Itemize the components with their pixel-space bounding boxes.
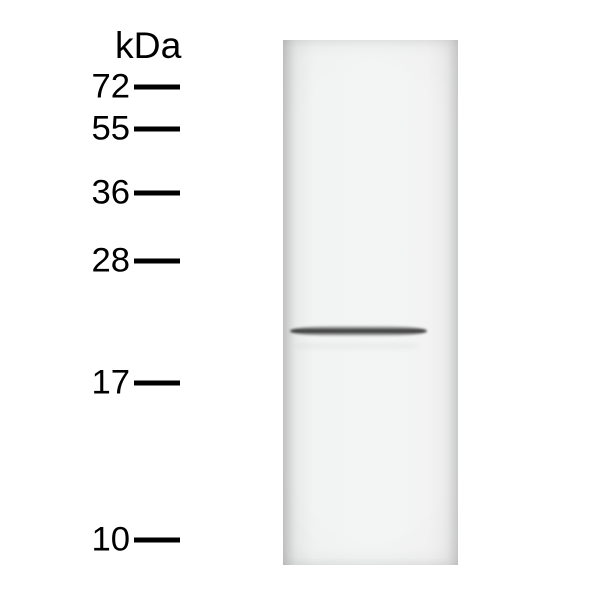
mw-marker-tick <box>134 538 180 543</box>
western-blot-figure: kDa 7255 36 28 17 10 <box>0 0 600 600</box>
mw-marker-tick <box>134 381 180 386</box>
mw-marker-label: 55 <box>91 110 130 149</box>
mw-marker-tick <box>134 127 180 132</box>
mw-marker-label: 28 <box>91 242 130 281</box>
mw-marker-tick <box>134 85 180 90</box>
mw-marker-label: 36 <box>91 174 130 213</box>
mw-marker-tick <box>134 259 180 264</box>
lane-background <box>283 40 458 565</box>
main-band <box>290 326 427 336</box>
unit-label-kda: kDa <box>115 24 181 67</box>
mw-marker-label: 17 <box>91 364 130 403</box>
blot-lane <box>283 40 458 565</box>
mw-marker-label: 10 <box>91 521 130 560</box>
faint-band <box>294 342 420 350</box>
mw-marker-label: 72 <box>91 68 130 107</box>
mw-marker-tick <box>134 191 180 196</box>
